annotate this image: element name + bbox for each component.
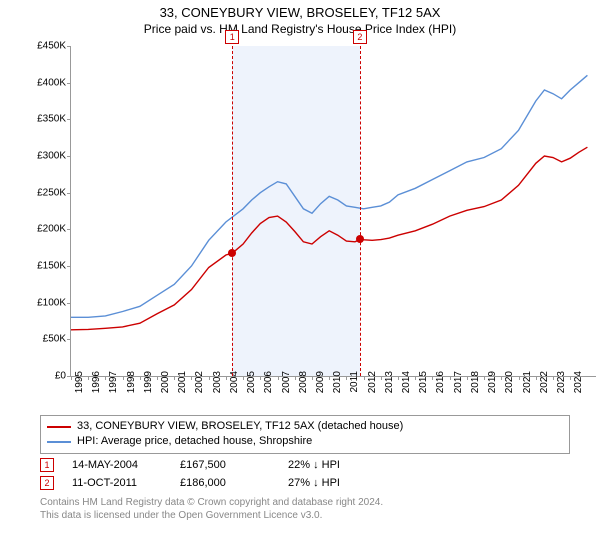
sale-marker-dot — [228, 249, 236, 257]
x-axis-label: 2019 — [487, 371, 498, 393]
y-axis-label: £350K — [36, 114, 66, 125]
series-property — [71, 147, 587, 330]
legend-label: 33, CONEYBURY VIEW, BROSELEY, TF12 5AX (… — [77, 419, 403, 434]
footnote-line: This data is licensed under the Open Gov… — [40, 509, 570, 522]
x-axis-label: 2017 — [453, 371, 464, 393]
sale-delta: 22% ↓ HPI — [288, 459, 378, 471]
footnote: Contains HM Land Registry data © Crown c… — [40, 496, 570, 522]
sale-marker-label: 1 — [225, 30, 239, 44]
x-axis-label: 2005 — [246, 371, 257, 393]
sale-price: £167,500 — [180, 459, 270, 471]
x-axis-label: 2002 — [194, 371, 205, 393]
x-axis-label: 2000 — [160, 371, 171, 393]
x-axis-label: 2012 — [367, 371, 378, 393]
sale-delta: 27% ↓ HPI — [288, 477, 378, 489]
line-series — [71, 46, 596, 376]
legend-item-property: 33, CONEYBURY VIEW, BROSELEY, TF12 5AX (… — [47, 419, 563, 434]
x-axis-label: 2013 — [384, 371, 395, 393]
legend-item-hpi: HPI: Average price, detached house, Shro… — [47, 434, 563, 449]
sale-marker-label: 2 — [353, 30, 367, 44]
legend-label: HPI: Average price, detached house, Shro… — [77, 434, 312, 449]
chart-area: £0 £50K £100K £150K £200K £250K £300K £350K £400… — [35, 41, 600, 411]
x-axis-label: 2011 — [349, 371, 360, 393]
y-axis-label: £0 — [36, 370, 66, 381]
sales-table: 1 14-MAY-2004 £167,500 22% ↓ HPI 2 11-OC… — [40, 458, 570, 490]
sale-price: £186,000 — [180, 477, 270, 489]
x-axis-label: 2004 — [229, 371, 240, 393]
sale-date: 11-OCT-2011 — [72, 477, 162, 489]
legend-box: 33, CONEYBURY VIEW, BROSELEY, TF12 5AX (… — [40, 415, 570, 454]
y-axis-label: £200K — [36, 224, 66, 235]
x-axis-label: 2010 — [332, 371, 343, 393]
legend-swatch-hpi — [47, 441, 71, 443]
y-axis-label: £100K — [36, 297, 66, 308]
x-axis-label: 2022 — [539, 371, 550, 393]
sale-date: 14-MAY-2004 — [72, 459, 162, 471]
chart-subtitle: Price paid vs. HM Land Registry's House … — [0, 22, 600, 36]
sale-row: 2 11-OCT-2011 £186,000 27% ↓ HPI — [40, 476, 570, 490]
y-axis-label: £400K — [36, 77, 66, 88]
x-axis-label: 2001 — [177, 371, 188, 393]
sale-badge: 1 — [40, 458, 54, 472]
sale-badge: 2 — [40, 476, 54, 490]
x-axis-label: 1998 — [126, 371, 137, 393]
x-axis-label: 2006 — [263, 371, 274, 393]
x-axis-label: 1997 — [108, 371, 119, 393]
sale-row: 1 14-MAY-2004 £167,500 22% ↓ HPI — [40, 458, 570, 472]
x-axis-label: 2008 — [298, 371, 309, 393]
legend-swatch-property — [47, 426, 71, 428]
x-axis-label: 2023 — [556, 371, 567, 393]
y-axis-label: £450K — [36, 40, 66, 51]
y-axis-label: £150K — [36, 260, 66, 271]
x-axis-label: 2007 — [281, 371, 292, 393]
x-axis-label: 1996 — [91, 371, 102, 393]
plot-area: £0£50K£100K£150K£200K£250K£300K£350K£400… — [70, 46, 596, 377]
y-axis-label: £50K — [36, 334, 66, 345]
y-axis-label: £250K — [36, 187, 66, 198]
chart-container: 33, CONEYBURY VIEW, BROSELEY, TF12 5AX P… — [0, 0, 600, 560]
y-axis-label: £300K — [36, 150, 66, 161]
chart-title: 33, CONEYBURY VIEW, BROSELEY, TF12 5AX — [0, 0, 600, 22]
x-axis-label: 1995 — [74, 371, 85, 393]
x-axis-label: 2020 — [504, 371, 515, 393]
x-axis-label: 2016 — [435, 371, 446, 393]
sale-marker-dot — [356, 235, 364, 243]
x-axis-label: 1999 — [143, 371, 154, 393]
footnote-line: Contains HM Land Registry data © Crown c… — [40, 496, 570, 509]
series-hpi — [71, 75, 587, 317]
x-axis-label: 2018 — [470, 371, 481, 393]
x-axis-label: 2021 — [522, 371, 533, 393]
x-axis-label: 2003 — [212, 371, 223, 393]
x-axis-label: 2015 — [418, 371, 429, 393]
x-axis-label: 2024 — [573, 371, 584, 393]
x-axis-label: 2009 — [315, 371, 326, 393]
x-axis-label: 2014 — [401, 371, 412, 393]
